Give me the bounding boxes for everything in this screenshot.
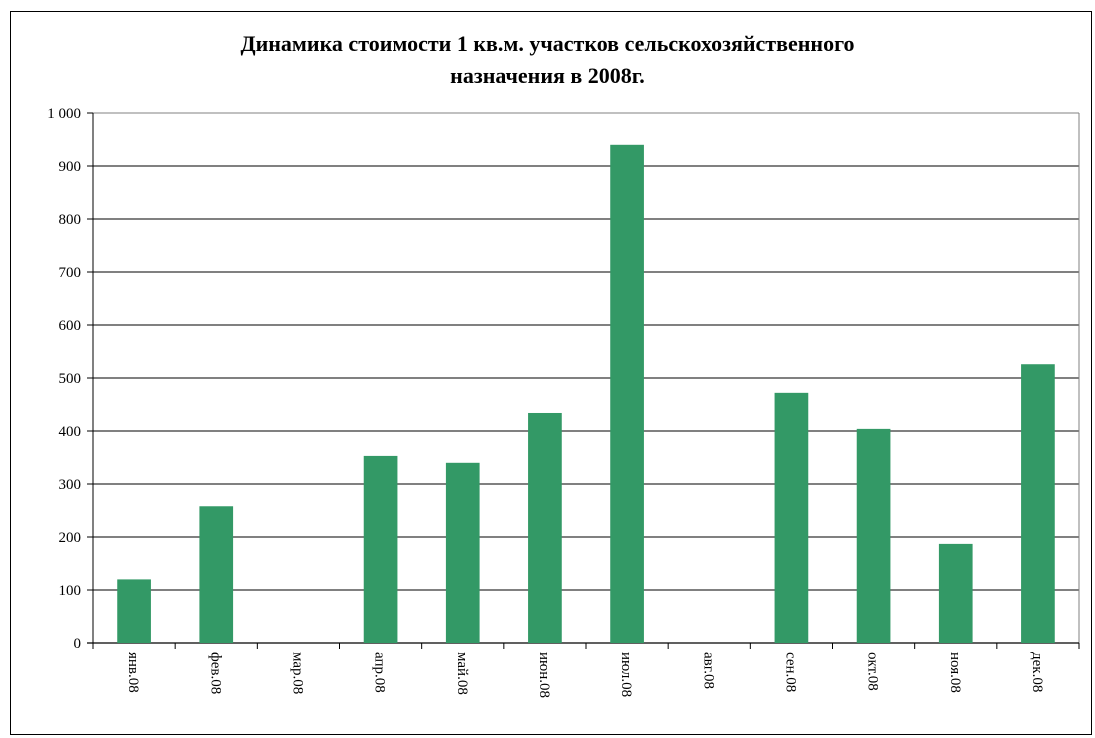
chart-title: Динамика стоимости 1 кв.м. участков сель… xyxy=(0,28,1095,92)
x-tick-label: сен.08 xyxy=(782,652,798,692)
bar-3 xyxy=(363,455,398,643)
x-tick-label: апр.08 xyxy=(372,652,388,693)
x-tick-label: июл.08 xyxy=(618,652,634,697)
bar-5 xyxy=(528,412,562,643)
chart-title-line-2: назначения в 2008г. xyxy=(450,63,645,88)
y-tick-label: 700 xyxy=(59,265,82,281)
x-tick-label: июн.08 xyxy=(536,652,552,698)
bar-1 xyxy=(199,506,234,643)
y-tick-label: 1 000 xyxy=(47,106,81,122)
x-tick-label: май.08 xyxy=(454,652,470,695)
bar-6 xyxy=(610,144,644,644)
y-tick-label: 900 xyxy=(59,159,82,175)
y-tick-label: 200 xyxy=(59,530,82,546)
y-tick-label: 500 xyxy=(59,371,82,387)
x-tick-label: мар.08 xyxy=(289,652,305,694)
bar-9 xyxy=(856,428,891,643)
x-tick-label: авг.08 xyxy=(700,652,716,689)
chart-title-line-1: Динамика стоимости 1 кв.м. участков сель… xyxy=(240,31,855,56)
bar-8 xyxy=(774,392,809,643)
x-tick-label: окт.08 xyxy=(865,652,881,691)
y-tick-label: 0 xyxy=(74,636,82,652)
x-tick-label: янв.08 xyxy=(125,652,141,693)
x-tick-label: фев.08 xyxy=(207,652,223,694)
y-tick-label: 600 xyxy=(59,318,82,334)
x-tick-label: ноя.08 xyxy=(947,652,963,693)
bar-0 xyxy=(117,579,151,643)
bar-4 xyxy=(445,462,480,643)
x-tick-label: дек.08 xyxy=(1029,652,1045,692)
y-tick-label: 400 xyxy=(59,424,82,440)
y-tick-label: 800 xyxy=(59,212,82,228)
bar-11 xyxy=(1021,364,1055,643)
bar-10 xyxy=(938,543,973,643)
y-tick-label: 300 xyxy=(59,477,82,493)
y-tick-label: 100 xyxy=(59,583,82,599)
